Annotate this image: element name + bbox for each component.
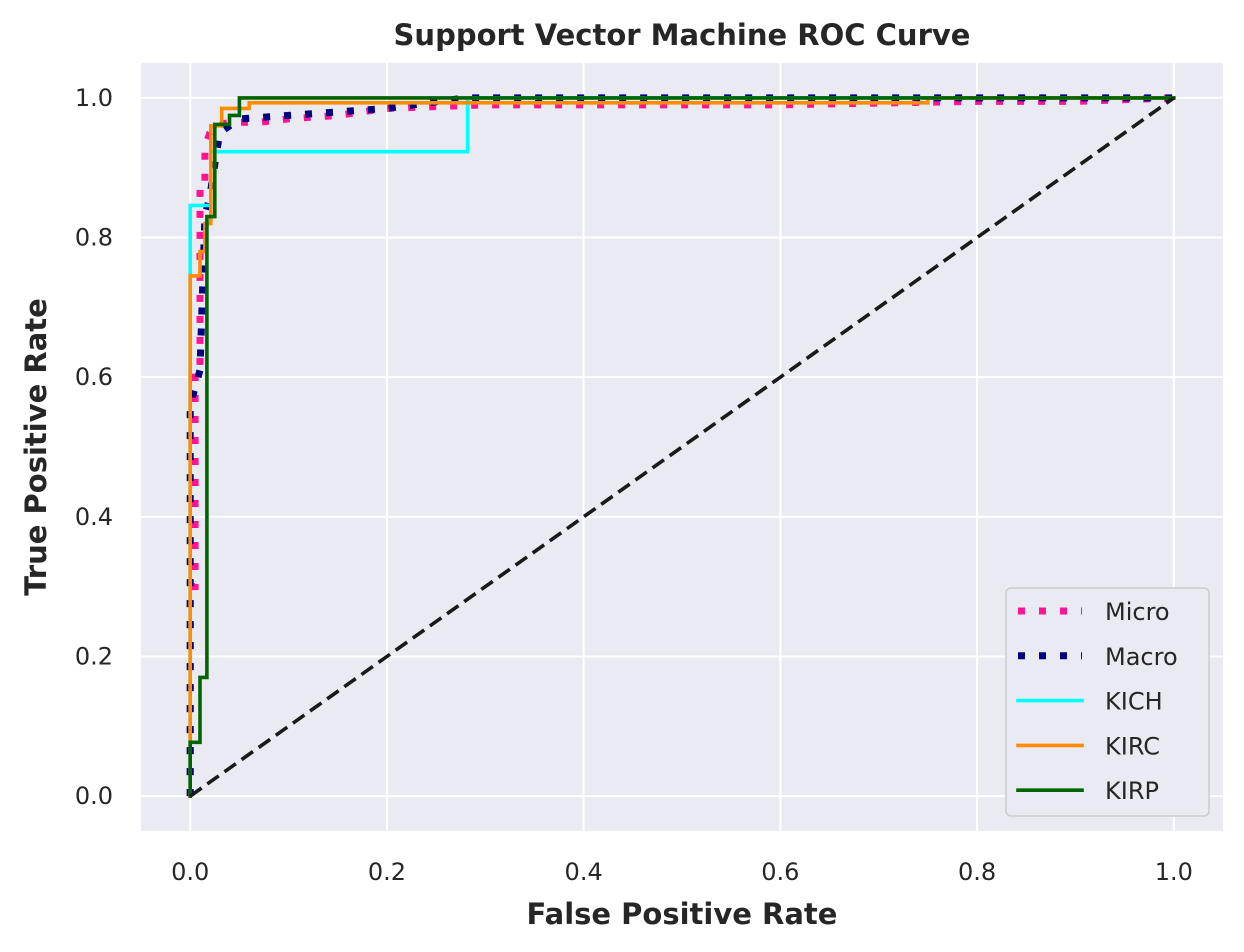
x-tick-label: 0.6 <box>761 858 799 886</box>
y-tick-label: 1.0 <box>75 84 113 112</box>
legend-label-kich: KICH <box>1105 688 1163 716</box>
chart-title: Support Vector Machine ROC Curve <box>394 18 971 52</box>
y-tick-labels: 0.0 0.2 0.4 0.6 0.8 1.0 <box>75 84 113 810</box>
x-tick-labels: 0.0 0.2 0.4 0.6 0.8 1.0 <box>171 858 1193 886</box>
legend: Micro Macro KICH KIRC KIRP <box>1005 587 1210 817</box>
grid <box>141 63 1223 831</box>
legend-box <box>1005 587 1210 817</box>
y-tick-label: 0.4 <box>75 503 113 531</box>
series-lines <box>186 94 1176 798</box>
y-axis-label: True Positive Rate <box>19 298 53 596</box>
x-tick-label: 0.4 <box>565 858 603 886</box>
legend-label-kirp: KIRP <box>1105 777 1159 805</box>
y-tick-label: 0.2 <box>75 642 113 670</box>
series-line-kirp <box>188 96 1176 798</box>
x-tick-label: 1.0 <box>1155 858 1193 886</box>
legend-label-macro: Macro <box>1105 643 1178 671</box>
legend-label-micro: Micro <box>1105 598 1170 626</box>
y-tick-label: 0.0 <box>75 782 113 810</box>
x-tick-label: 0.0 <box>171 858 209 886</box>
series-line-micro <box>186 94 1174 797</box>
x-tick-label: 0.8 <box>958 858 996 886</box>
x-tick-label: 0.2 <box>368 858 406 886</box>
legend-label-kirc: KIRC <box>1105 732 1160 760</box>
x-axis-label: False Positive Rate <box>527 897 838 931</box>
series-line-kirc <box>188 96 1176 798</box>
y-tick-label: 0.8 <box>75 224 113 252</box>
y-tick-label: 0.6 <box>75 363 113 391</box>
chance-diagonal-line <box>189 96 1175 798</box>
